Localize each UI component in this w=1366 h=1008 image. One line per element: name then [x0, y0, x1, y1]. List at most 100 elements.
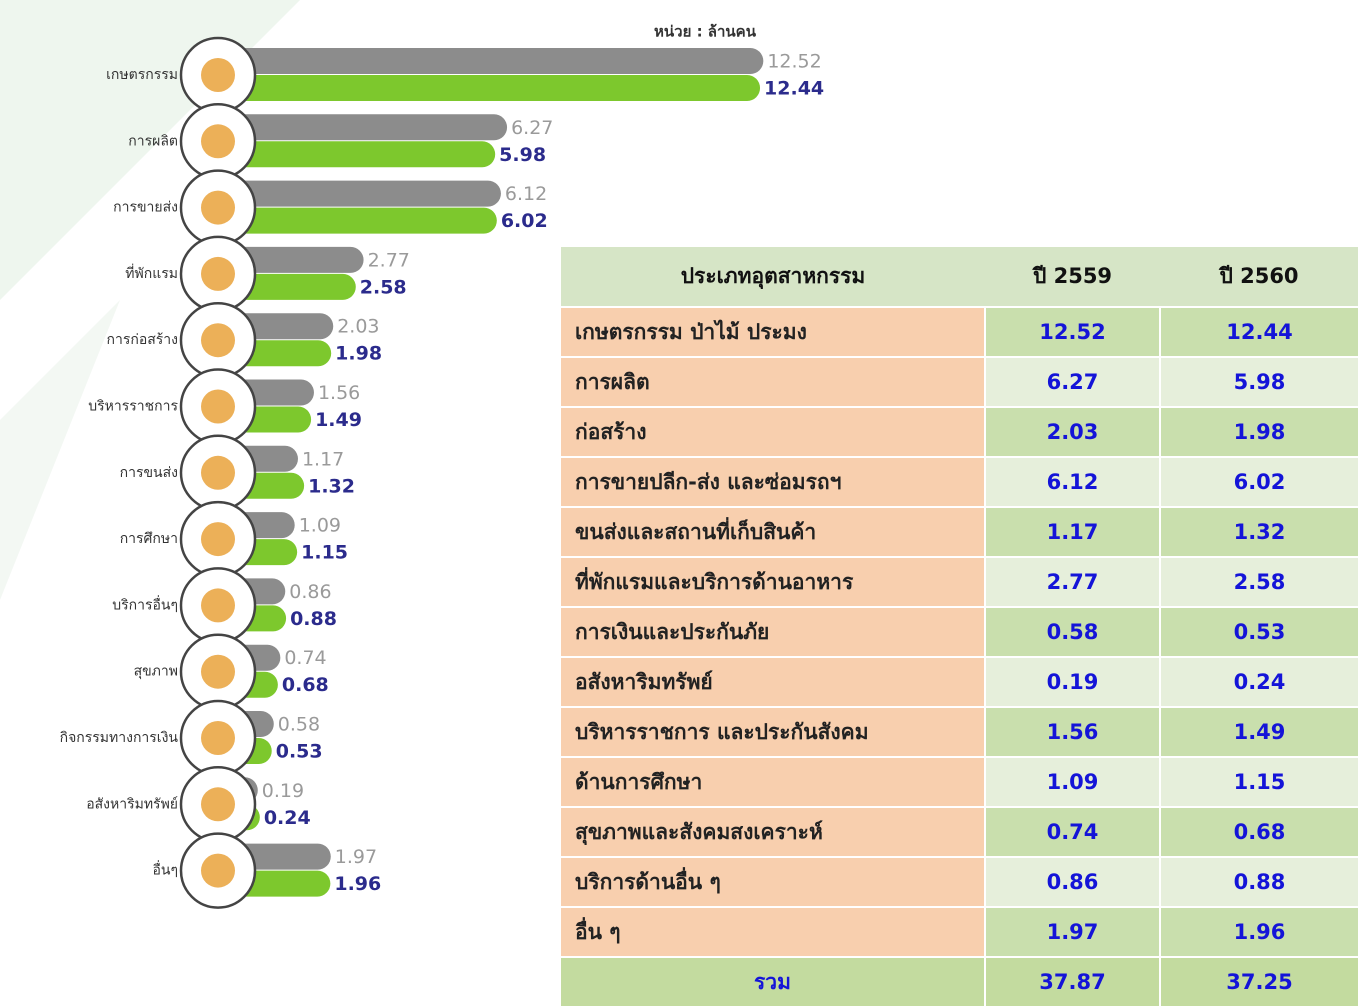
category-label: อสังหาริมทรัพย์: [86, 795, 178, 812]
table-number: 1.32: [1159, 507, 1358, 558]
table-label: สุขภาพและสังคมสงเคราะห์: [561, 807, 985, 858]
icon: [201, 654, 235, 689]
table-label: ขนส่งและสถานที่เก็บสินค้า: [561, 507, 985, 558]
icon: [201, 522, 235, 557]
table-row: ด้านการศึกษา 1.09 1.15: [561, 757, 1358, 808]
table-label: การเงินและประกันภัย: [561, 607, 985, 658]
table-label: อื่น ๆ: [561, 907, 985, 958]
category-label: ที่พักแรม: [125, 264, 178, 282]
table-number: 2.77: [984, 557, 1160, 608]
category-label: อื่นๆ: [153, 861, 179, 879]
value-label: 0.19: [262, 780, 304, 802]
category-label: กิจกรรมทางการเงิน: [60, 730, 179, 746]
value-label: 0.53: [276, 741, 323, 763]
value-label: 6.02: [501, 210, 548, 232]
icon: [201, 190, 235, 225]
bar: [218, 141, 496, 168]
icon: [201, 323, 235, 358]
icon: [201, 853, 235, 888]
table-number: 2.58: [1159, 557, 1358, 608]
bar: [218, 75, 761, 101]
header-cell: ประเภทอุตสาหกรรม: [561, 247, 985, 308]
data-table: ประเภทอุตสาหกรรม ปี 2559 ปี 2560 เกษตรกรรม …: [561, 247, 1358, 1008]
table-number: 1.15: [1159, 757, 1358, 808]
table-row: อื่น ๆ 1.97 1.96: [561, 907, 1358, 958]
bar: [218, 48, 764, 74]
table-label: ด้านการศึกษา: [561, 757, 985, 808]
table-number: 0.86: [984, 857, 1160, 908]
value-label: 0.24: [264, 807, 311, 829]
table-row: รวม 37.87 37.25: [561, 957, 1358, 1008]
value-label: 5.98: [499, 144, 546, 166]
table-number: 2.03: [984, 407, 1160, 458]
category-label: การศึกษา: [120, 531, 178, 547]
table-row: เกษตรกรรม ป่าไม้ ประมง 12.52 12.44: [561, 307, 1358, 358]
table-row: การขายปลีก-ส่ง และซ่อมรถฯ 6.12 6.02: [561, 457, 1358, 508]
value-label: 1.32: [308, 475, 355, 497]
table-number: 37.25: [1159, 957, 1358, 1008]
header-cell: ปี 2560: [1160, 247, 1358, 308]
table-label: การผลิต: [561, 357, 985, 408]
table-label: ที่พักแรมและบริการด้านอาหาร: [561, 557, 985, 608]
table-number: 6.12: [984, 457, 1160, 508]
value-label: 1.17: [302, 448, 344, 470]
value-label: 1.98: [335, 343, 382, 365]
table-label: บริหารราชการ และประกันสังคม: [561, 707, 985, 758]
table-row: บริการด้านอื่น ๆ 0.86 0.88: [561, 857, 1358, 908]
table-row: การผลิต 6.27 5.98: [561, 357, 1358, 408]
table-row: การเงินและประกันภัย 0.58 0.53: [561, 607, 1358, 658]
icon: [201, 124, 235, 159]
table-number: 37.87: [984, 957, 1160, 1008]
category-label: สุขภาพ: [134, 664, 178, 680]
table-number: 6.02: [1159, 457, 1358, 508]
table-label: บริการด้านอื่น ๆ: [561, 857, 985, 908]
table-number: 12.44: [1159, 307, 1358, 358]
value-label: 1.96: [334, 873, 381, 895]
table-number: 1.96: [1159, 907, 1358, 958]
category-label: บริการอื่นๆ: [112, 595, 178, 613]
table-label: รวม: [561, 957, 985, 1008]
background-shape: [0, 300, 120, 600]
value-label: 2.58: [360, 276, 407, 298]
icon: [201, 787, 235, 822]
table-label: เกษตรกรรม ป่าไม้ ประมง: [561, 307, 985, 358]
value-label: 1.09: [299, 515, 341, 537]
category-label: เกษตรกรรม: [106, 67, 178, 83]
icon: [201, 389, 235, 424]
table-number: 0.68: [1159, 807, 1358, 858]
value-label: 0.74: [284, 647, 326, 669]
table-number: 6.27: [984, 357, 1160, 408]
table-number: 1.97: [984, 907, 1160, 958]
value-label: 12.44: [764, 78, 824, 100]
value-label: 0.88: [290, 608, 337, 630]
category-label: การผลิต: [128, 133, 178, 149]
icon: [201, 455, 235, 490]
table-row: ขนส่งและสถานที่เก็บสินค้า 1.17 1.32: [561, 507, 1358, 558]
value-label: 1.49: [315, 409, 362, 431]
value-label: 0.68: [282, 674, 329, 696]
table-number: 0.74: [984, 807, 1160, 858]
bar: [218, 180, 501, 207]
category-label: บริหารราชการ: [88, 399, 178, 415]
value-label: 2.03: [337, 316, 379, 338]
category-label: การก่อสร้าง: [106, 332, 178, 348]
table-row: ก่อสร้าง 2.03 1.98: [561, 407, 1358, 458]
value-label: 1.56: [318, 382, 360, 404]
table-label: ก่อสร้าง: [561, 407, 985, 458]
table-number: 1.17: [984, 507, 1160, 558]
category-label: การขายส่ง: [113, 200, 178, 216]
icon: [201, 588, 235, 623]
icon: [201, 256, 235, 291]
table-row: ที่พักแรมและบริการด้านอาหาร 2.77 2.58: [561, 557, 1358, 608]
icon: [201, 58, 235, 92]
header-cell: ปี 2559: [985, 247, 1160, 308]
table-row: บริหารราชการ และประกันสังคม 1.56 1.49: [561, 707, 1358, 758]
table-number: 0.19: [984, 657, 1160, 708]
table-number: 5.98: [1159, 357, 1358, 408]
table-number: 0.24: [1159, 657, 1358, 708]
value-label: 2.77: [368, 249, 410, 271]
table-label: การขายปลีก-ส่ง และซ่อมรถฯ: [561, 457, 985, 508]
value-label: 6.12: [505, 183, 547, 205]
bar: [218, 114, 508, 141]
table-number: 1.49: [1159, 707, 1358, 758]
